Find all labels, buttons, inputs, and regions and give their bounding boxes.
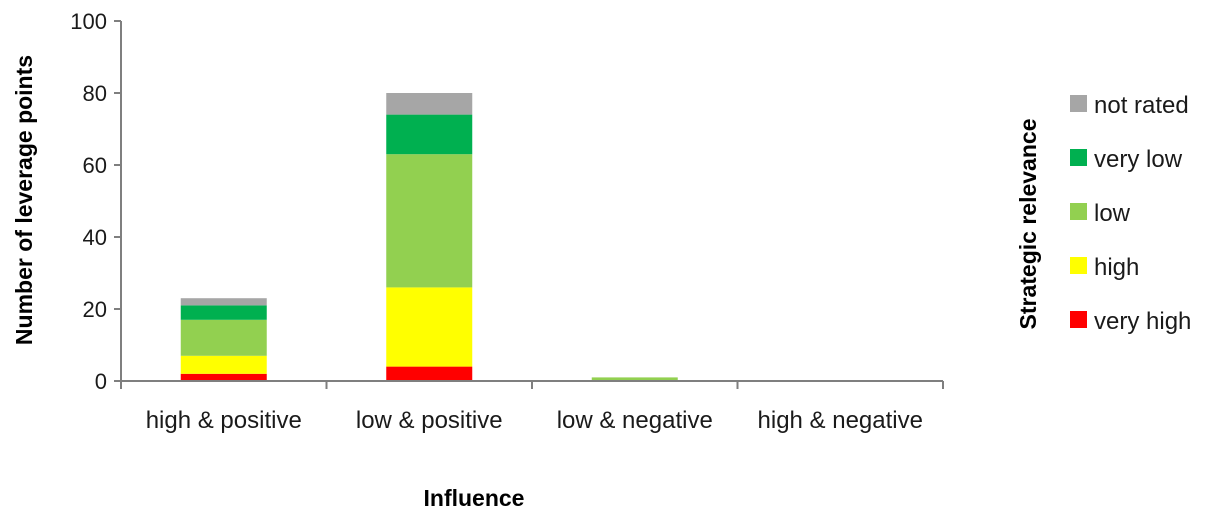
legend-label: high [1094,254,1139,281]
bar-segment-not-rated [180,298,267,306]
legend-swatch [1070,311,1087,328]
bar-segment-low [591,377,678,381]
y-tick-label: 100 [70,9,107,34]
y-tick-label: 40 [83,225,107,250]
bar-segment-high [386,287,473,367]
legend-label: low [1094,200,1131,227]
bars-layer [180,93,678,381]
bar-segment-very-high [386,366,473,381]
y-tick-label: 60 [83,153,107,178]
bar-segment-low [180,319,267,356]
legend-label: very low [1094,146,1183,173]
legend-title: Strategic relevance [1015,119,1041,330]
bar-segment-high [180,355,267,374]
bar-segment-very-low [386,114,473,155]
bar-segment-low [386,154,473,288]
bar-segment-very-high [180,373,267,381]
y-tick-label: 20 [83,297,107,322]
legend: Strategic relevance not rated very low low… [1015,92,1191,335]
y-tick-label: 80 [83,81,107,106]
bar-segment-not-rated [386,93,473,115]
y-tick-label: 0 [95,369,107,394]
x-category-labels: high & positive low & positive low & negat… [120,381,944,434]
bar-segment-very-low [180,305,267,320]
legend-swatch [1070,149,1087,166]
x-category-label: high & negative [758,407,923,434]
legend-swatch [1070,257,1087,274]
legend-label: very high [1094,308,1191,335]
x-category-label: low & positive [356,407,503,434]
x-category-label: high & positive [146,407,302,434]
y-ticks: 0 20 40 60 80 100 [70,9,121,394]
x-category-label: low & negative [557,407,713,434]
y-axis-title: Number of leverage points [11,55,37,345]
legend-swatch [1070,95,1087,112]
legend-swatch [1070,203,1087,220]
legend-label: not rated [1094,92,1189,119]
x-axis-title: Influence [424,485,525,511]
